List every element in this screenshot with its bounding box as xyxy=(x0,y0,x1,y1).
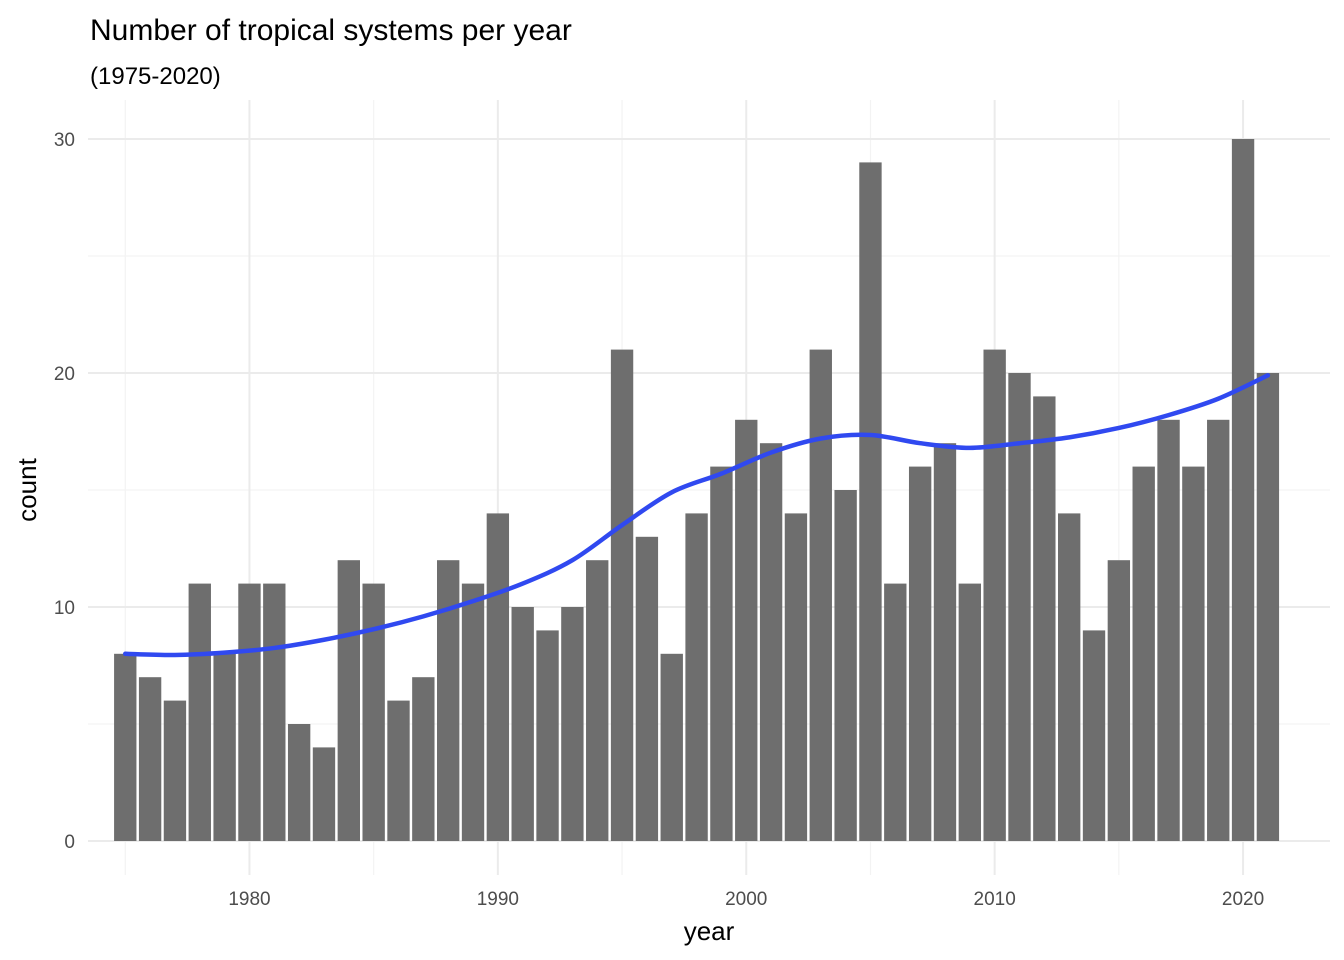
bar xyxy=(437,560,460,841)
bar xyxy=(1256,373,1280,841)
bar xyxy=(1157,419,1180,841)
bar xyxy=(1207,419,1230,841)
bar xyxy=(1033,396,1056,841)
bar xyxy=(908,466,932,841)
bar xyxy=(610,349,634,841)
bar xyxy=(1008,373,1031,841)
x-tick-label: 1980 xyxy=(228,889,270,910)
smooth-trend-line xyxy=(123,373,1271,658)
bar xyxy=(958,583,981,841)
x-axis-ticks: 1980 1990 2000 2010 2020 xyxy=(228,889,1264,910)
bar xyxy=(1182,466,1205,841)
x-tick-label: 2020 xyxy=(1222,889,1264,910)
bar xyxy=(660,653,683,841)
bar xyxy=(983,349,1006,841)
y-tick-label: 30 xyxy=(54,130,75,151)
bar xyxy=(635,536,659,841)
bar xyxy=(461,583,485,841)
chart-title: Number of tropical systems per year xyxy=(90,14,572,47)
x-tick-label: 2000 xyxy=(725,889,767,910)
bar xyxy=(784,513,808,841)
y-axis-title: count xyxy=(12,457,42,521)
y-tick-label: 10 xyxy=(54,598,75,619)
bar xyxy=(759,443,783,841)
bar xyxy=(1132,466,1155,841)
bar xyxy=(387,700,410,841)
bar xyxy=(114,653,137,841)
bar xyxy=(263,583,286,841)
bar xyxy=(1231,139,1255,841)
bar xyxy=(561,607,584,841)
bar xyxy=(933,443,957,841)
x-axis-title: year xyxy=(684,916,735,946)
bar xyxy=(188,583,211,841)
bar xyxy=(809,349,832,841)
y-axis-ticks: 0 10 20 30 xyxy=(54,130,75,853)
bar xyxy=(287,724,311,841)
bar xyxy=(163,700,187,841)
bar xyxy=(884,583,907,841)
bar xyxy=(138,677,162,841)
bar xyxy=(213,653,236,841)
bar xyxy=(238,583,261,841)
bar xyxy=(486,513,510,841)
bar xyxy=(735,419,758,841)
bar xyxy=(586,560,609,841)
chart-subtitle: (1975-2020) xyxy=(90,63,221,90)
bar xyxy=(1058,513,1081,841)
y-tick-label: 0 xyxy=(64,832,75,853)
bar xyxy=(362,583,385,841)
bar xyxy=(412,677,435,841)
bar xyxy=(1107,560,1131,841)
bar xyxy=(1082,630,1106,841)
bar xyxy=(312,747,336,841)
bar xyxy=(834,490,857,841)
bar xyxy=(685,513,708,841)
bar xyxy=(337,560,360,841)
bar xyxy=(511,607,534,841)
bars xyxy=(114,139,1280,841)
bar xyxy=(859,162,882,841)
x-tick-label: 2010 xyxy=(974,889,1016,910)
y-tick-label: 20 xyxy=(54,364,75,385)
x-tick-label: 1990 xyxy=(477,889,519,910)
bar xyxy=(710,466,733,841)
trend-line-group xyxy=(123,373,1271,658)
bar xyxy=(536,630,559,841)
